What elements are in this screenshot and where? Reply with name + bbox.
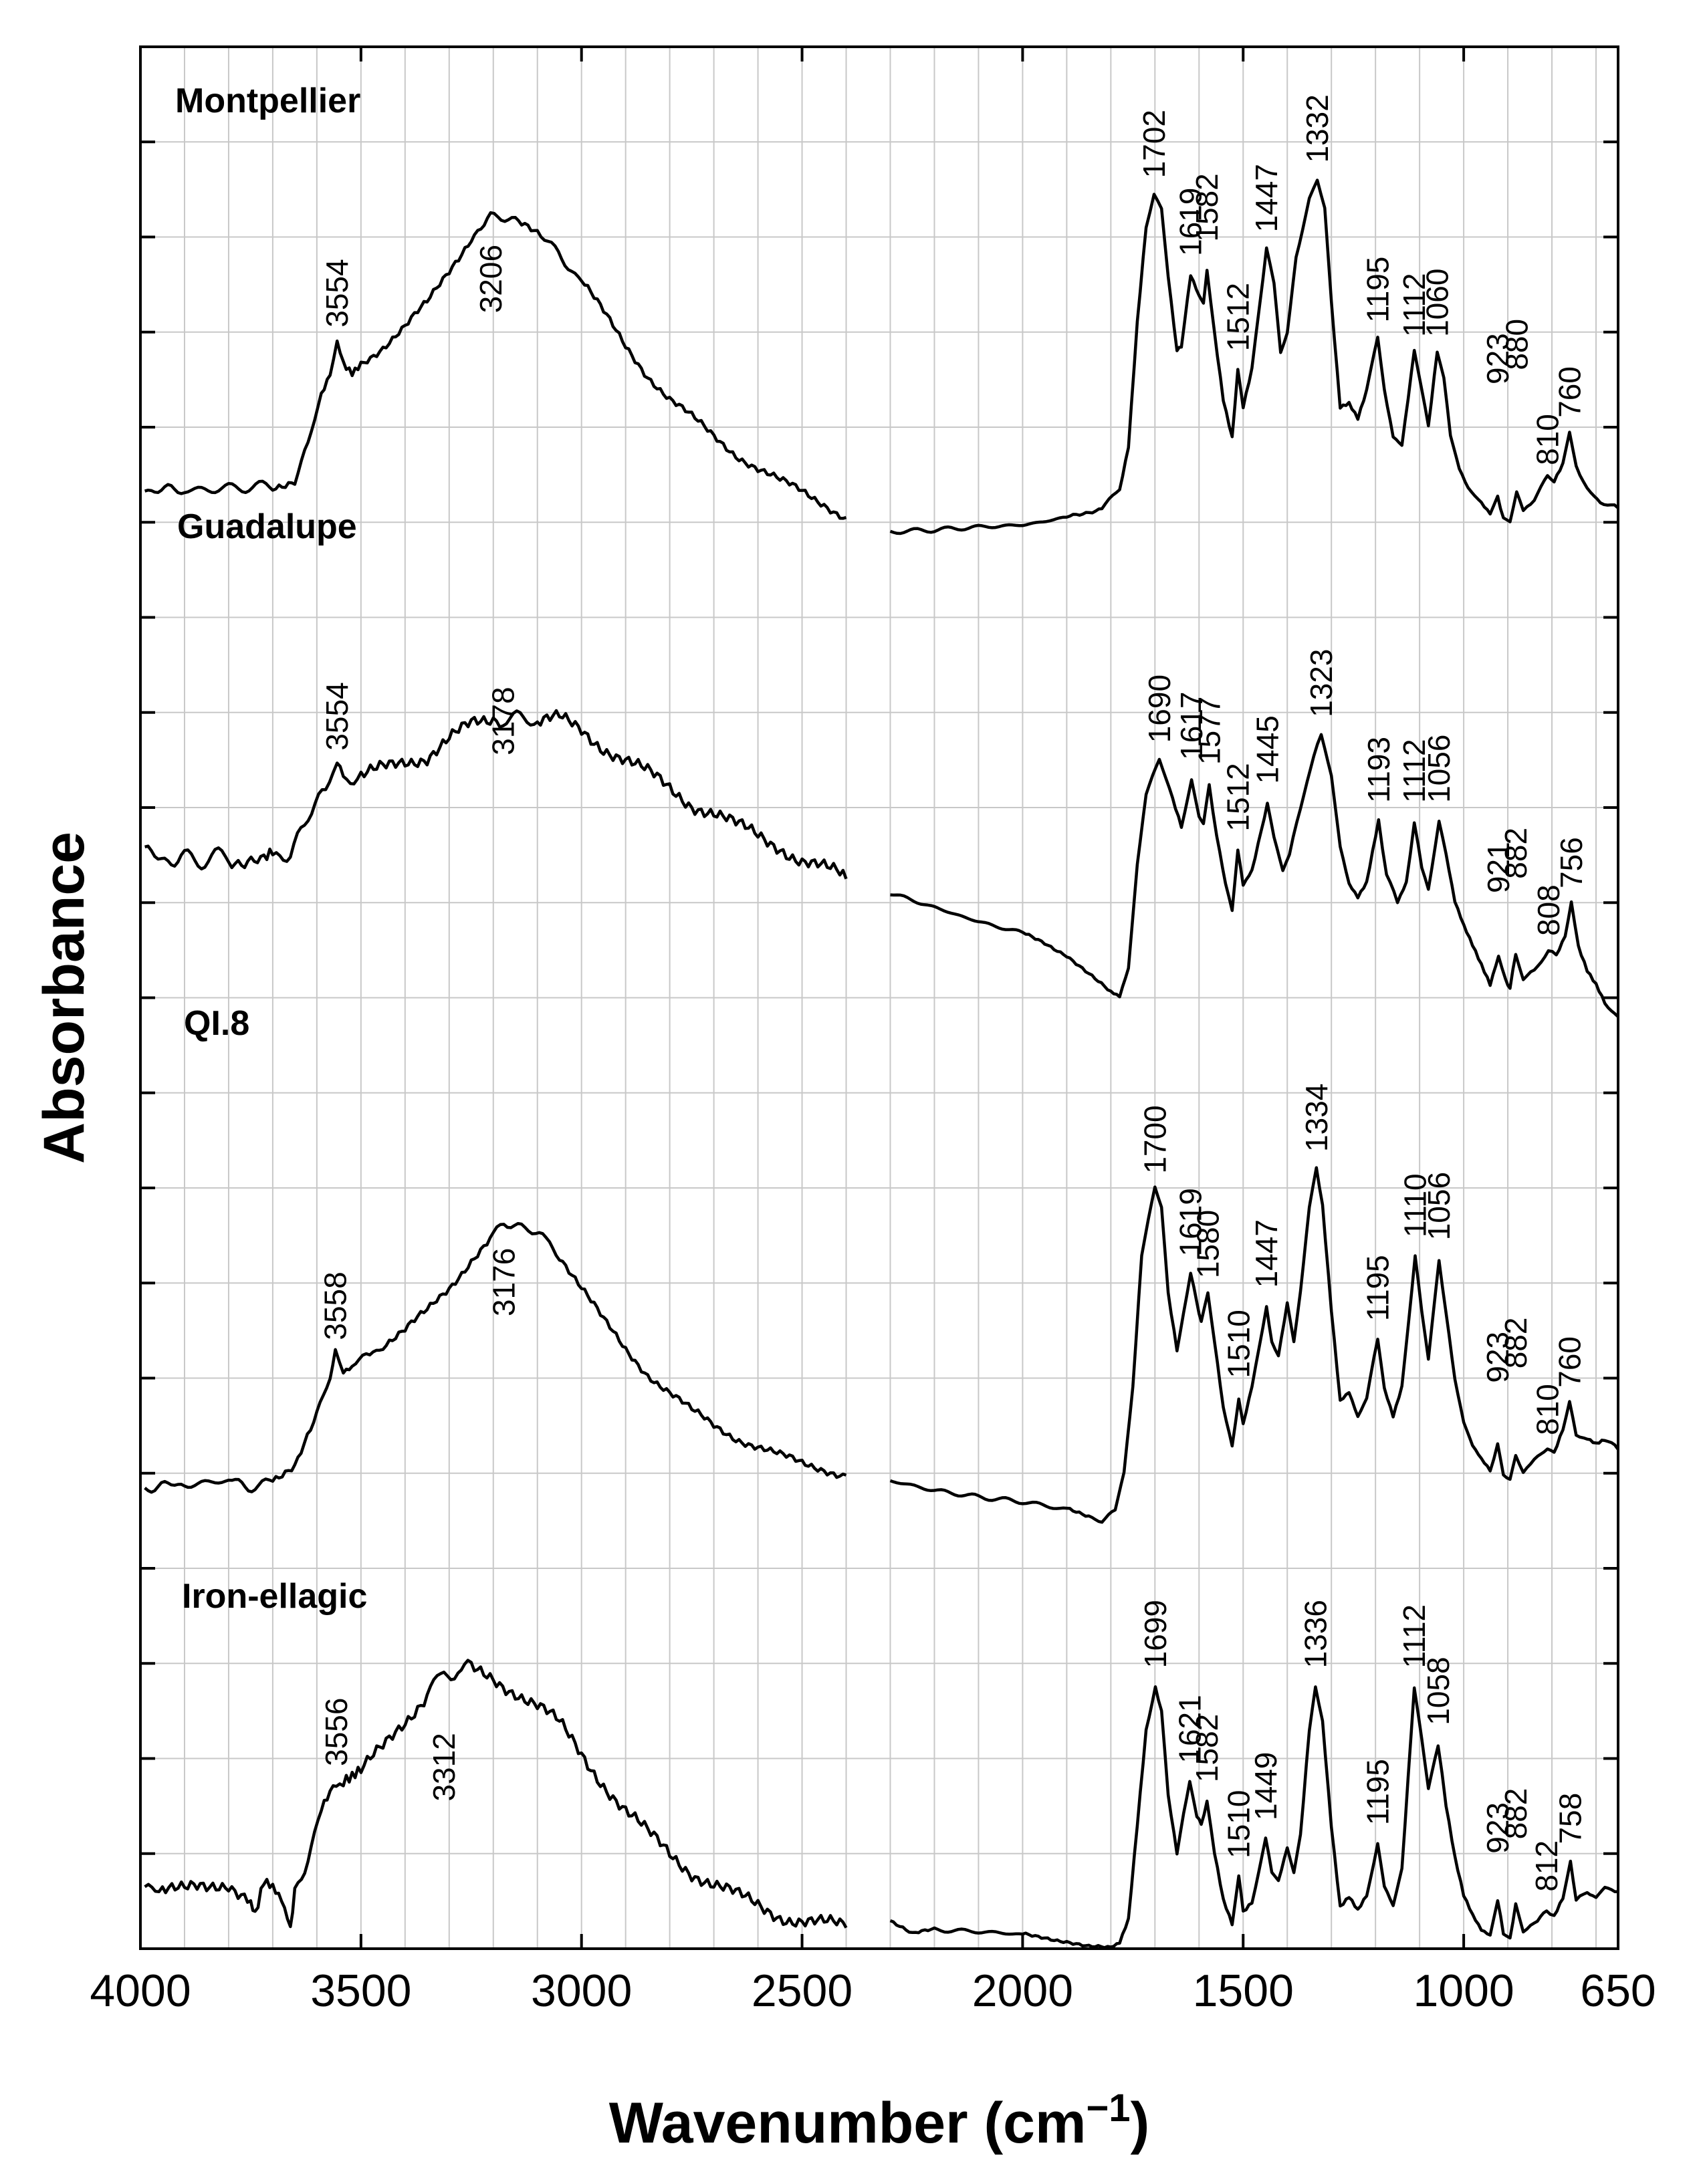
x-tick-label: 2500 xyxy=(752,1965,853,2016)
peak-label: 1690 xyxy=(1142,675,1177,743)
peak-label: 810 xyxy=(1530,1384,1565,1435)
peak-label: 808 xyxy=(1531,884,1566,936)
peak-label: 1621 xyxy=(1172,1695,1207,1763)
peak-label: 1447 xyxy=(1249,1219,1284,1288)
peak-label: 1112 xyxy=(1397,273,1432,337)
peak-label: 923 xyxy=(1480,1332,1515,1383)
x-axis-title-close: ) xyxy=(1131,2091,1150,2155)
y-axis-title: Absorbance xyxy=(32,832,96,1164)
peak-label: 1699 xyxy=(1138,1600,1173,1668)
x-axis-title: Wavenumber (cm−1) xyxy=(609,2086,1149,2156)
grid-lines xyxy=(140,47,1618,1949)
peak-label: 1058 xyxy=(1421,1657,1456,1725)
spectrum-line-montpellier xyxy=(889,178,1619,535)
peak-label: 3558 xyxy=(318,1271,353,1340)
peak-label: 1617 xyxy=(1174,692,1209,760)
peak-label: 1323 xyxy=(1304,649,1339,717)
peak-label: 760 xyxy=(1552,366,1587,418)
spectrum-line-guadalupe xyxy=(144,709,848,880)
peak-label: 3554 xyxy=(320,682,354,750)
peak-label: 3206 xyxy=(473,245,508,313)
spectra xyxy=(144,178,1619,1949)
peak-label: 3556 xyxy=(319,1698,354,1766)
peak-label: 1332 xyxy=(1300,94,1335,162)
peak-label: 1582 xyxy=(1189,1714,1224,1782)
peak-label: 1334 xyxy=(1299,1084,1334,1152)
peak-label: 1510 xyxy=(1222,1790,1256,1858)
peak-label: 1195 xyxy=(1360,1255,1395,1321)
spectrum-line-iron-ellagic xyxy=(144,1659,848,1929)
peak-label: 1512 xyxy=(1220,283,1255,351)
spectrum-line-qi-8 xyxy=(889,1166,1619,1524)
x-tick-label: 1500 xyxy=(1193,1965,1294,2016)
peak-label: 1700 xyxy=(1137,1105,1172,1173)
spectrum-line-montpellier xyxy=(144,211,847,520)
peak-label: 1056 xyxy=(1422,735,1456,803)
spectrum-line-guadalupe xyxy=(890,733,1619,1018)
x-tick-label: 2000 xyxy=(972,1965,1073,2016)
peak-label: 758 xyxy=(1553,1793,1588,1844)
peak-label: 1580 xyxy=(1190,1210,1225,1278)
peak-label: 810 xyxy=(1530,414,1565,465)
peak-label: 921 xyxy=(1481,842,1516,893)
x-tick-label: 4000 xyxy=(90,1965,191,2016)
peak-label: 1702 xyxy=(1137,110,1171,178)
x-tick-label: 3000 xyxy=(531,1965,632,2016)
spectrum-line-qi-8 xyxy=(144,1221,847,1494)
peak-label: 882 xyxy=(1498,828,1533,879)
series-name-label: Iron-ellagic xyxy=(182,1577,367,1616)
peak-label: 1195 xyxy=(1360,1759,1395,1825)
peak-label: 3178 xyxy=(485,687,520,755)
peak-label: 1510 xyxy=(1222,1310,1256,1378)
x-tick-label: 3500 xyxy=(310,1965,411,2016)
x-tick-label: 650 xyxy=(1580,1965,1656,2016)
peak-label: 1195 xyxy=(1360,257,1395,323)
peak-label: 1582 xyxy=(1189,173,1224,241)
peak-label: 1110 xyxy=(1398,1173,1433,1237)
series-names: Montpellier Guadalupe QI.8 Iron-ellagic xyxy=(175,82,367,1616)
peak-label: 1056 xyxy=(1422,1172,1456,1240)
series-name-label: QI.8 xyxy=(184,1004,249,1043)
axis-ticks: 4000 3500 3000 2500 2000 1500 1000 650 xyxy=(90,45,1656,2016)
peak-label: 1112 xyxy=(1397,739,1432,803)
peak-label: 882 xyxy=(1498,1788,1533,1840)
peak-label: 1445 xyxy=(1250,715,1285,783)
peak-label: 1449 xyxy=(1248,1752,1283,1820)
peak-label: 1112 xyxy=(1397,1604,1432,1669)
peak-label: 923 xyxy=(1480,1802,1515,1854)
x-tick-label: 1000 xyxy=(1413,1965,1514,2016)
x-axis-title-main: Wavenumber (cm xyxy=(609,2091,1087,2155)
peak-label: 880 xyxy=(1499,319,1534,370)
peak-label: 756 xyxy=(1554,837,1589,888)
peak-label: 1060 xyxy=(1420,269,1455,337)
peak-label: 1193 xyxy=(1361,737,1396,803)
peak-label: 1512 xyxy=(1220,763,1255,831)
peak-label: 1447 xyxy=(1249,164,1284,232)
peak-label: 1577 xyxy=(1192,697,1226,765)
spectrum-line-iron-ellagic xyxy=(889,1685,1618,1949)
peak-label: 812 xyxy=(1529,1840,1564,1892)
peak-label: 882 xyxy=(1498,1318,1533,1369)
peak-label: 1336 xyxy=(1298,1600,1333,1668)
series-name-label: Montpellier xyxy=(175,82,360,120)
peak-label: 3176 xyxy=(487,1248,522,1316)
peak-label: 3554 xyxy=(320,259,354,327)
peak-label: 1619 xyxy=(1173,1188,1208,1256)
peak-label: 1619 xyxy=(1173,188,1208,256)
x-axis-title-superscript: −1 xyxy=(1086,2086,1130,2130)
series-name-label: Guadalupe xyxy=(177,507,357,546)
peak-label: 760 xyxy=(1552,1336,1587,1388)
peak-label: 3312 xyxy=(427,1733,461,1801)
peak-label: 923 xyxy=(1480,333,1515,384)
